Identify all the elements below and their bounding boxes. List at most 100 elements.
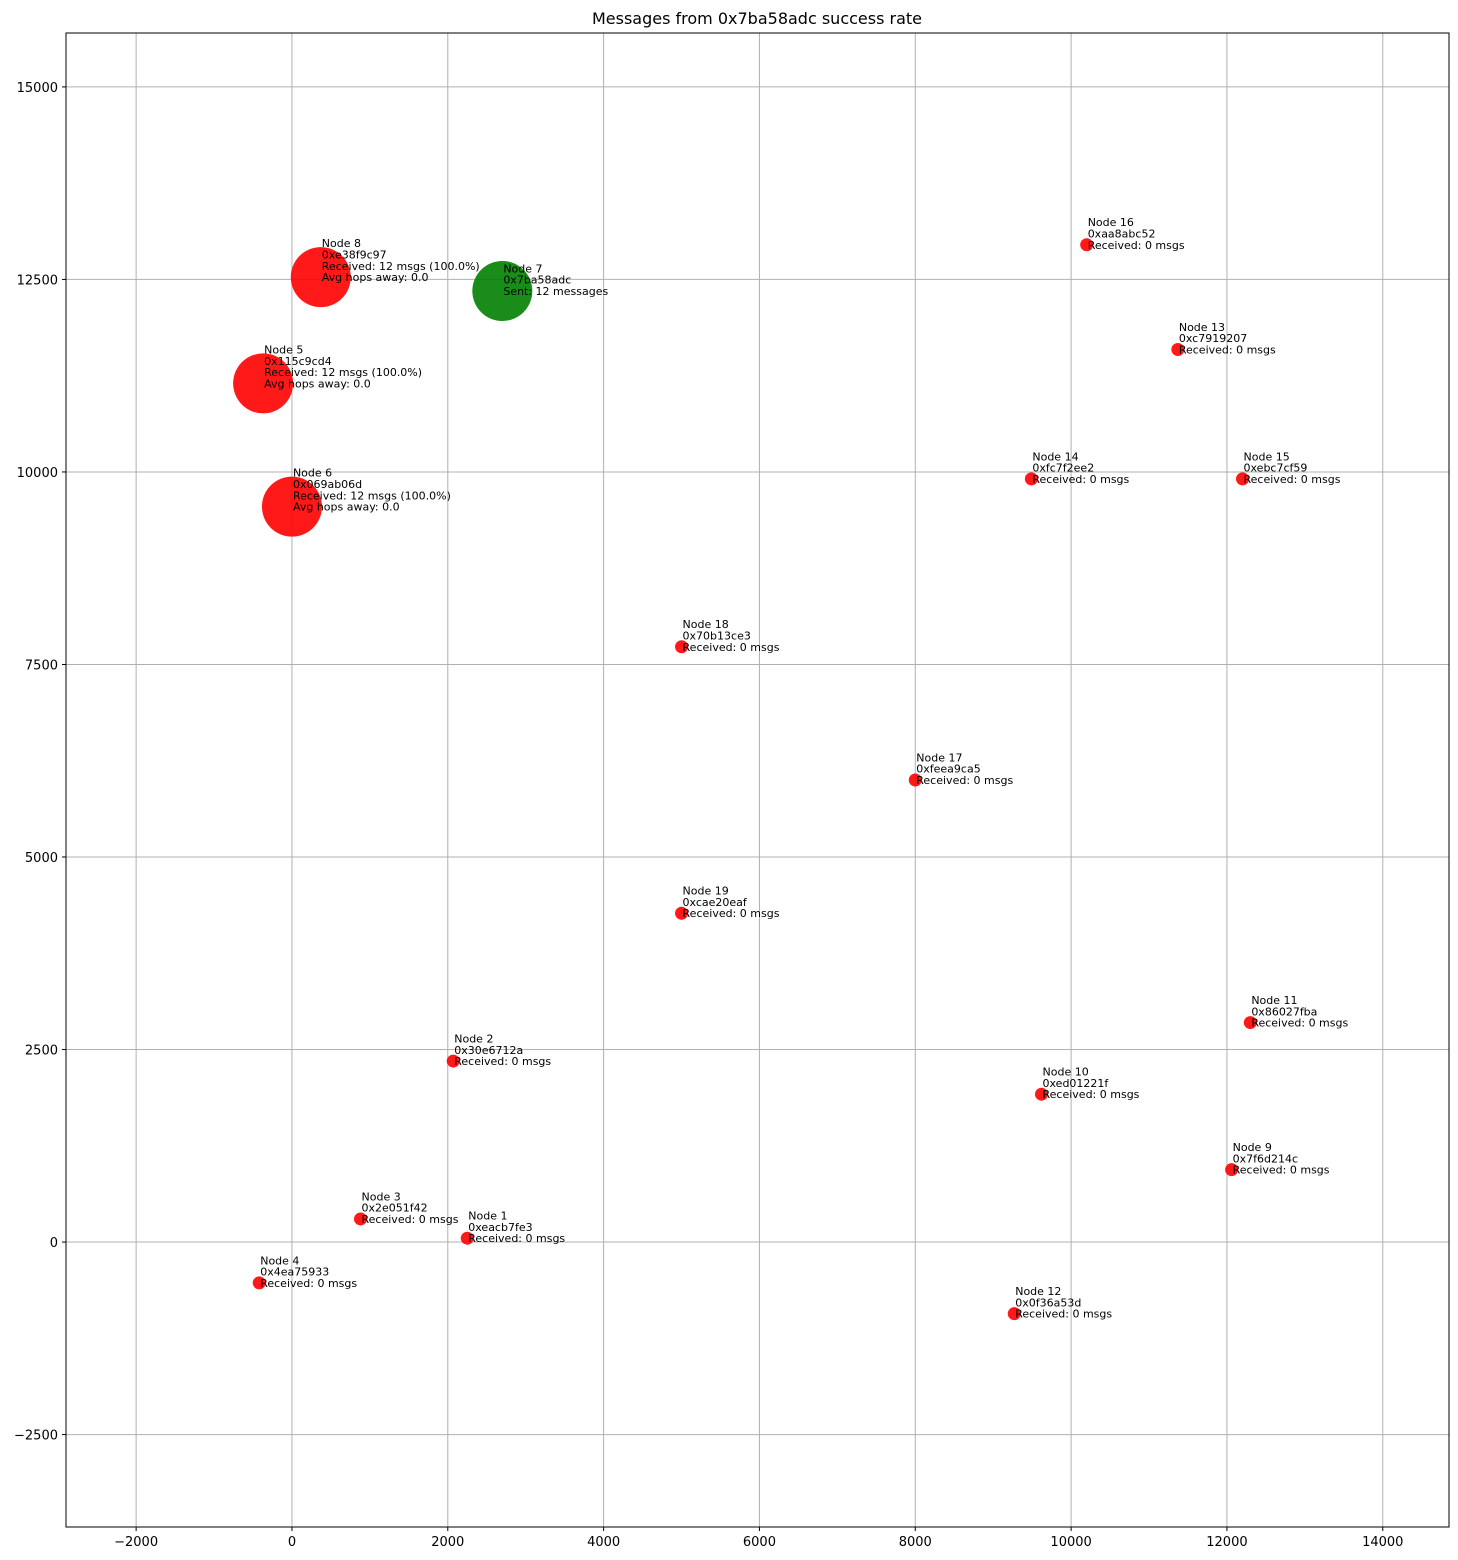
annotation-line: Avg hops away: 0.0 [293,501,400,514]
annotation-line: Received: 0 msgs [1244,473,1341,486]
annotation-line: Received: 0 msgs [454,1055,551,1068]
annotation-line: 0xc7919207 [1179,332,1247,345]
annotation-line: 0x2e051f42 [362,1202,428,1215]
node-point [1080,238,1094,252]
annotation-line: Node 16 [1088,216,1134,229]
x-tick-label: 14000 [1362,1535,1403,1550]
annotation-line: Received: 0 msgs [683,641,780,654]
y-tick-label: 12500 [17,273,58,288]
node-annotation: Node 13 0xc7919207 Received: 0 msgs [1179,321,1276,357]
node-annotation: Node 3 0x2e051f42 Received: 0 msgs [362,1190,459,1226]
annotation-line: Node 7 [503,262,542,275]
x-tick-label: 2000 [431,1535,464,1550]
annotation-line: Node 8 [322,237,361,250]
annotation-line: Received: 12 msgs (100.0%) [322,260,480,273]
annotation-line: 0x115c9cd4 [264,355,332,368]
annotation-line: Node 12 [1015,1285,1061,1298]
annotation-line: 0xfc7f2ee2 [1032,462,1094,475]
y-tick-label: 10000 [17,466,58,481]
annotation-line: Node 17 [916,751,962,764]
node-annotation: Node 2 0x30e6712a Received: 0 msgs [454,1032,551,1068]
node-annotation: Node 19 0xcae20eaf Received: 0 msgs [683,885,780,921]
x-tick-label: 6000 [743,1535,776,1550]
annotation-line: Node 1 [468,1210,507,1223]
annotation-line: Received: 12 msgs (100.0%) [293,489,451,502]
node-annotation: Node 10 0xed01221f Received: 0 msgs [1043,1066,1140,1102]
annotation-line: Node 19 [683,885,729,898]
annotation-line: 0xeacb7fe3 [468,1221,532,1234]
annotation-line: Received: 0 msgs [1179,344,1276,357]
node-annotation: Node 6 0x069ab06d Received: 12 msgs (100.0… [293,467,451,514]
annotation-line: 0x86027fba [1251,1005,1317,1018]
annotation-line: Node 2 [454,1032,493,1045]
annotation-line: Received: 0 msgs [260,1277,357,1290]
node-point [446,1054,460,1068]
annotation-line: Node 18 [683,618,729,631]
annotation-line: Node 9 [1233,1141,1272,1154]
annotation-line: Node 4 [260,1254,299,1267]
x-tick-label: 12000 [1206,1535,1247,1550]
annotation-line: Node 10 [1043,1066,1089,1079]
annotation-line: Received: 0 msgs [683,907,780,920]
annotation-line: 0x70b13ce3 [683,629,751,642]
annotation-line: 0x069ab06d [293,478,362,491]
annotation-line: Received: 0 msgs [916,774,1013,787]
node-annotation: Node 18 0x70b13ce3 Received: 0 msgs [683,618,780,654]
annotation-line: 0xebc7cf59 [1244,462,1308,475]
node-point [1171,343,1185,357]
node-annotation: Node 7 0x7ba58adc Sent: 12 messages [503,262,608,298]
node-point [233,353,294,414]
node-point [1035,1087,1049,1101]
node-annotation: Node 11 0x86027fba Received: 0 msgs [1251,994,1348,1030]
x-axis-ticks: −2000 0 2000 4000 6000 8000 10000 12000 14000 [114,1527,1403,1550]
y-tick-label: 5000 [25,851,58,866]
annotation-line: Node 3 [362,1190,401,1203]
annotation-line: Received: 0 msgs [1088,239,1185,252]
node-annotation: Node 4 0x4ea75933 Received: 0 msgs [260,1254,357,1290]
x-tick-label: 10000 [1050,1535,1091,1550]
annotation-line: 0x4ea75933 [260,1266,329,1279]
annotation-line: Received: 0 msgs [1251,1017,1348,1030]
node-point [261,476,322,537]
annotation-line: Avg hops away: 0.0 [322,271,429,284]
annotation-line: 0xfeea9ca5 [916,763,980,776]
annotation-line: 0x7ba58adc [503,274,571,287]
y-tick-label: 7500 [25,658,58,673]
node-point [675,640,689,654]
y-tick-label: 0 [50,1236,58,1251]
annotation-line: Node 5 [264,343,303,356]
annotation-line: 0xed01221f [1043,1077,1110,1090]
annotation-line: 0xe38f9c97 [322,249,387,262]
node-point [1024,472,1038,486]
annotation-line: Node 15 [1244,450,1290,463]
chart-title: Messages from 0x7ba58adc success rate [592,9,922,28]
y-tick-label: 2500 [25,1044,58,1059]
annotation-line: Received: 0 msgs [468,1232,565,1245]
node-annotation: Node 5 0x115c9cd4 Received: 12 msgs (100.0… [264,343,422,390]
node-point [1225,1163,1239,1177]
annotation-line: 0xaa8abc52 [1088,227,1156,240]
annotation-line: Received: 0 msgs [1043,1088,1140,1101]
annotation-line: Received: 0 msgs [1032,473,1129,486]
grid-lines [66,33,1449,1527]
node-point [1243,1016,1257,1030]
x-tick-label: 8000 [899,1535,932,1550]
node-point [1236,472,1250,486]
x-tick-label: −2000 [114,1535,158,1550]
plot-frame [65,32,1450,1528]
node-annotation: Node 16 0xaa8abc52 Received: 0 msgs [1088,216,1185,252]
node-point [908,773,922,787]
annotation-line: Node 14 [1032,450,1078,463]
node-point [290,247,351,308]
node-annotation: Node 8 0xe38f9c97 Received: 12 msgs (100.0… [322,237,480,284]
annotation-line: Avg hops away: 0.0 [264,377,371,390]
annotation-line: Node 13 [1179,321,1225,334]
annotation-line: Received: 12 msgs (100.0%) [264,366,422,379]
y-tick-label: 15000 [17,81,58,96]
node-point [354,1212,368,1226]
data-points [233,238,1257,1321]
node-annotation: Node 9 0x7f6d214c Received: 0 msgs [1233,1141,1330,1177]
node-annotation: Node 17 0xfeea9ca5 Received: 0 msgs [916,751,1013,787]
annotation-line: 0xcae20eaf [683,896,748,909]
x-tick-label: 4000 [587,1535,620,1550]
